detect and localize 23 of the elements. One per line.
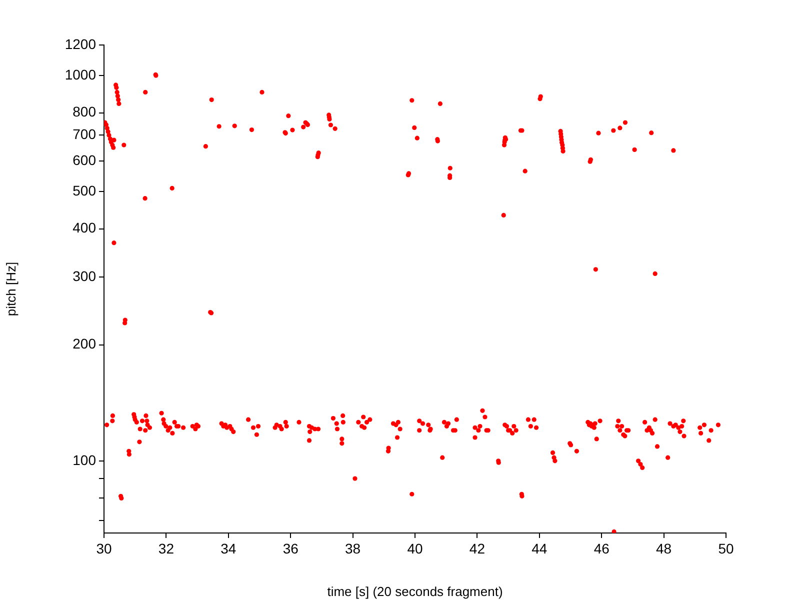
- x-tick-label: 42: [469, 540, 486, 556]
- y-axis-title: pitch [Hz]: [3, 262, 18, 316]
- y-tick-label: 800: [72, 104, 96, 120]
- x-tick-label: 44: [532, 540, 548, 556]
- x-tick-label: 34: [220, 540, 236, 556]
- x-tick-label: 38: [345, 540, 361, 556]
- y-tick-label: 200: [72, 336, 96, 352]
- y-tick-label: 1200: [64, 36, 96, 52]
- y-tick-label: 1000: [64, 66, 96, 82]
- x-tick-label: 46: [594, 540, 610, 556]
- y-tick-label: 700: [72, 126, 96, 142]
- x-tick-label: 30: [96, 540, 112, 556]
- x-axis-title: time [s] (20 seconds fragment): [327, 584, 503, 599]
- x-tick-label: 36: [282, 540, 299, 556]
- x-tick-label: 48: [656, 540, 672, 556]
- y-tick-label: 300: [72, 268, 96, 284]
- x-tick-label: 40: [407, 540, 423, 556]
- y-tick-label: 600: [72, 152, 96, 168]
- y-tick-label: 100: [72, 452, 96, 468]
- x-tick-label: 50: [718, 540, 734, 556]
- y-tick-label: 400: [72, 220, 96, 236]
- y-tick-label: 500: [72, 182, 96, 198]
- x-tick-label: 32: [158, 540, 174, 556]
